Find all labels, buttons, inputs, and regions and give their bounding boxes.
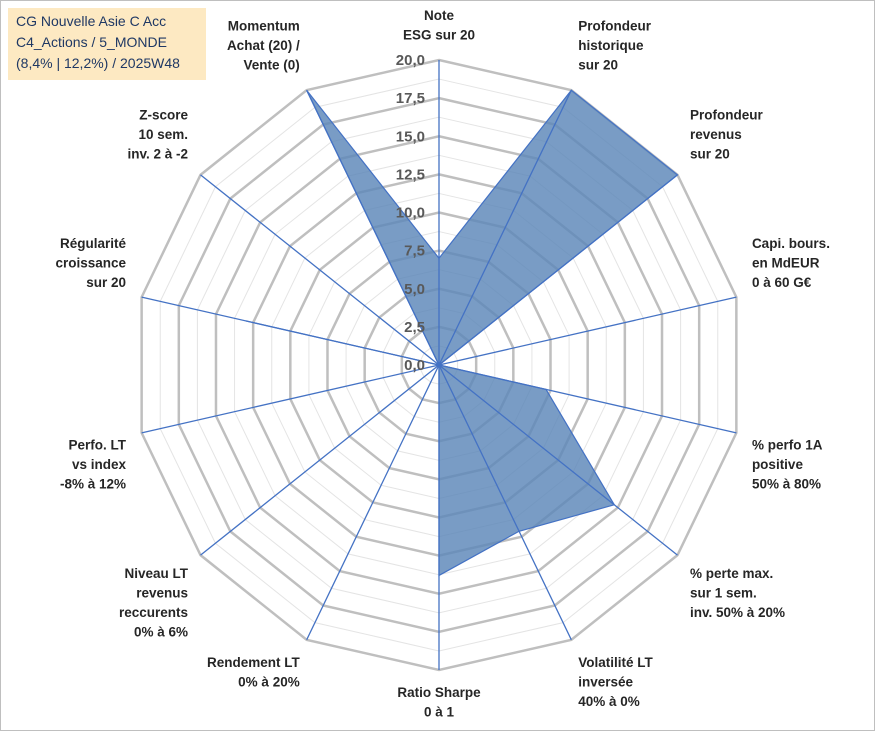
spoke-4 (438, 364, 737, 434)
axis-label-4: % perfo 1A positive 50% à 80% (752, 437, 823, 491)
axis-label-2: Profondeur revenus sur 20 (690, 107, 763, 161)
tick-label-8: 20,0 (396, 52, 425, 69)
tick-label-7: 17,5 (396, 90, 425, 107)
tick-labels: 0,0 2,5 5,0 7,5 10,0 12,5 15,0 17,5 20,0 (396, 52, 425, 374)
fund-name: CG Nouvelle Asie C Acc (16, 13, 167, 29)
tick-label-6: 15,0 (396, 128, 425, 145)
spoke-8 (306, 364, 440, 641)
axis-label-6: Volatilité LT inversée 40% à 0% (578, 655, 653, 709)
spoke-9 (200, 364, 440, 556)
axis-label-11: Régularité croissance sur 20 (56, 236, 127, 290)
tick-label-1: 2,5 (404, 319, 425, 336)
fund-stats: (8,4% | 12,2%) / 2025W48 (16, 55, 180, 71)
chart-title-box: CG Nouvelle Asie C Acc C4_Actions / 5_MO… (8, 8, 206, 80)
axis-label-13: Momentum Achat (20) / Vente (0) (227, 18, 300, 72)
spoke-6 (438, 364, 572, 641)
tick-label-0: 0,0 (404, 357, 425, 374)
fund-category: C4_Actions / 5_MONDE (16, 34, 167, 50)
axis-label-8: Rendement LT 0% à 20% (207, 655, 301, 690)
spoke-13 (306, 89, 440, 366)
tick-label-4: 10,0 (396, 205, 425, 222)
tick-label-5: 12,5 (396, 166, 425, 183)
spoke-3 (438, 296, 737, 366)
axis-labels: Note ESG sur 20 Profondeur historique sur 20… (56, 8, 830, 720)
axis-label-0: Note ESG sur 20 (403, 8, 475, 43)
tick-label-2: 5,0 (404, 281, 425, 298)
spoke-11 (141, 296, 440, 366)
spoke-1 (438, 89, 572, 366)
axis-label-5: % perte max. sur 1 sem. inv. 50% à 20% (690, 566, 785, 620)
axis-label-10: Perfo. LT vs index -8% à 12% (60, 437, 127, 491)
axis-label-12: Z-score 10 sem. inv. 2 à -2 (128, 107, 189, 161)
axis-label-3: Capi. bours. en MdEUR 0 à 60 G€ (752, 236, 830, 290)
tick-label-3: 7,5 (404, 243, 425, 260)
spoke-5 (438, 364, 678, 556)
axis-label-9: Niveau LT revenus reccurents 0% à 6% (119, 566, 189, 640)
spoke-10 (141, 364, 440, 434)
axis-label-1: Profondeur historique sur 20 (578, 18, 651, 72)
axis-spokes (141, 60, 737, 670)
spoke-12 (200, 174, 440, 366)
axis-label-7: Ratio Sharpe 0 à 1 (397, 685, 481, 720)
spoke-2 (438, 174, 678, 366)
